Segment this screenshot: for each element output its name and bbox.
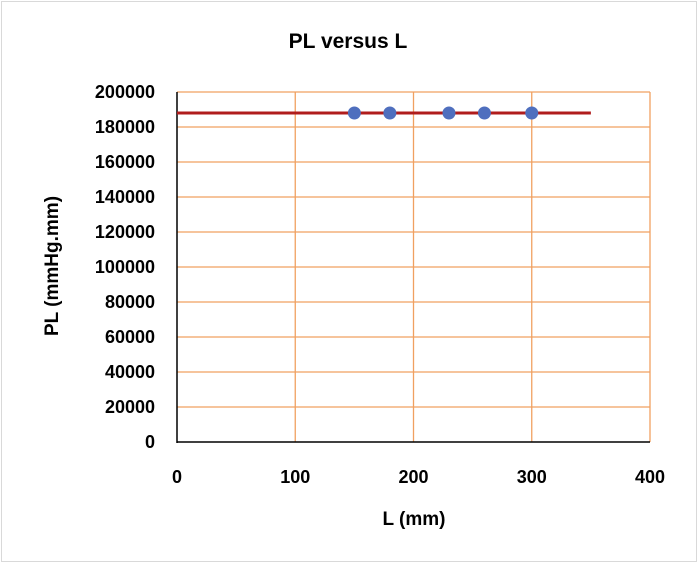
y-tick-label: 40000 <box>105 362 155 382</box>
data-point <box>347 106 361 120</box>
y-tick-label: 180000 <box>95 117 155 137</box>
y-tick-label: 200000 <box>95 82 155 102</box>
x-axis-title: L (mm) <box>383 509 446 530</box>
y-axis-title: PL (mmHg.mm) <box>42 196 63 336</box>
chart-title: PL versus L <box>289 30 408 53</box>
data-point <box>525 106 539 120</box>
y-tick-labels: 0 20000 40000 60000 80000 100000 120000 140000 1… <box>95 82 155 452</box>
data-point <box>442 106 456 120</box>
data-point <box>477 106 491 120</box>
y-tick-label: 160000 <box>95 152 155 172</box>
y-tick-label: 80000 <box>105 292 155 312</box>
axes <box>176 92 650 443</box>
x-tick-label: 200 <box>398 467 428 487</box>
y-tick-label: 20000 <box>105 397 155 417</box>
y-tick-label: 120000 <box>95 222 155 242</box>
y-tick-label: 140000 <box>95 187 155 207</box>
plot-series <box>177 106 591 120</box>
y-tick-label: 60000 <box>105 327 155 347</box>
x-tick-labels: 0 100 200 300 400 <box>172 467 665 487</box>
data-point <box>383 106 397 120</box>
x-tick-label: 300 <box>517 467 547 487</box>
x-tick-label: 0 <box>172 467 182 487</box>
x-tick-label: 400 <box>635 467 665 487</box>
gridlines <box>177 91 651 442</box>
x-tick-label: 100 <box>280 467 310 487</box>
y-tick-label: 0 <box>145 432 155 452</box>
y-tick-label: 100000 <box>95 257 155 277</box>
